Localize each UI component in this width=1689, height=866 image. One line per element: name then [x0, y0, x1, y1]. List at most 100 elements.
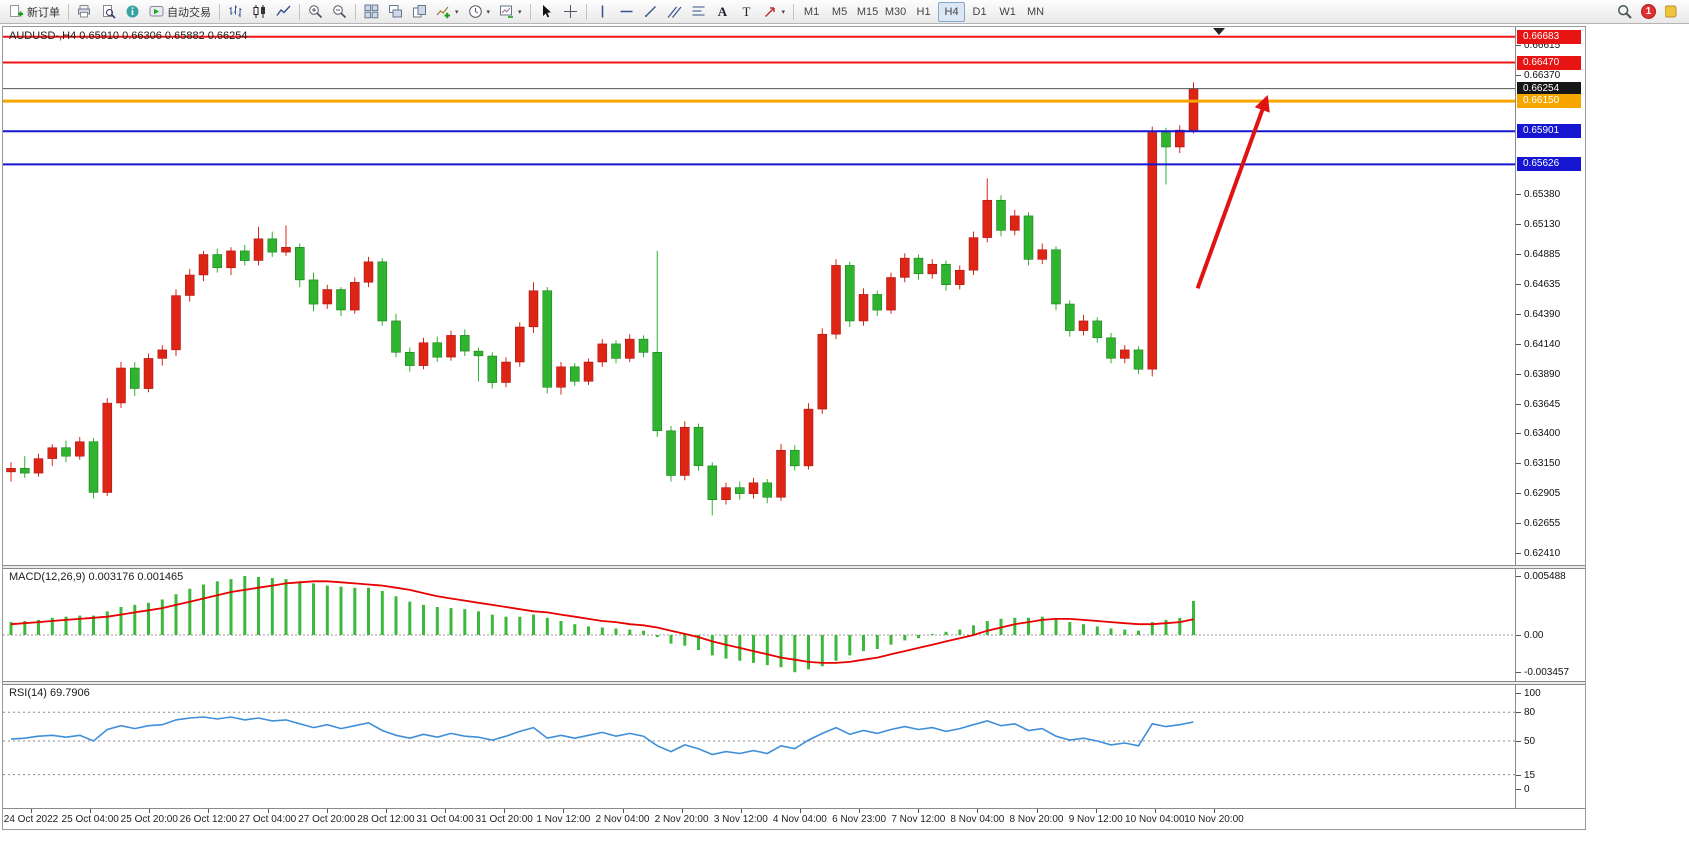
candle — [817, 333, 828, 410]
vline-icon — [595, 4, 610, 19]
macd-histogram-bar — [697, 635, 700, 650]
macd-panel-canvas[interactable] — [3, 569, 1585, 681]
toolbar-separator — [355, 3, 356, 20]
crosshair-icon — [563, 4, 578, 19]
bar-chart-mode-button[interactable] — [224, 2, 247, 22]
print-preview-button[interactable] — [97, 2, 120, 22]
candlestick-mode-button[interactable] — [248, 2, 271, 22]
candle — [1092, 320, 1103, 339]
panel-splitter-macd[interactable] — [3, 565, 1585, 569]
notification-badge[interactable]: 1 — [1641, 4, 1656, 19]
candle — [198, 254, 209, 276]
print-button[interactable] — [73, 2, 96, 22]
new-order-button[interactable]: 新订单 — [5, 2, 64, 22]
draw-trendline-button[interactable] — [639, 2, 662, 22]
timeframe-d1[interactable]: D1 — [972, 5, 987, 18]
time-label: 27 Oct 04:00 — [238, 814, 297, 825]
time-label: 8 Nov 20:00 — [1009, 814, 1064, 825]
macd-histogram-bar — [243, 576, 247, 635]
draw-arrows-button[interactable]: ▾ — [759, 2, 790, 22]
draw-label-button[interactable]: T — [735, 2, 758, 22]
symbol-ohlc-label: AUDUSD-,H4 0.65910 0.66306 0.65882 0.662… — [9, 30, 248, 42]
macd-histogram-bar — [202, 584, 205, 635]
candle — [652, 352, 663, 432]
candle — [597, 343, 608, 363]
rsi-panel-canvas[interactable] — [3, 685, 1585, 808]
draw-channel-button[interactable] — [663, 2, 686, 22]
candle — [611, 343, 621, 359]
macd-histogram-bar — [422, 604, 425, 635]
macd-histogram-bar — [669, 635, 673, 644]
toolbar-separator — [793, 3, 795, 20]
candle — [418, 342, 429, 366]
search-button[interactable] — [1613, 2, 1636, 22]
chevron-down-icon: ▾ — [455, 8, 459, 16]
price-tick-label: 0.62905 — [1516, 488, 1560, 499]
tile-windows-button[interactable] — [360, 2, 383, 22]
arrange-windows-button[interactable] — [384, 2, 407, 22]
draw-fibonacci-button[interactable] — [687, 2, 710, 22]
candle — [391, 320, 401, 353]
candle — [542, 290, 553, 388]
chart-shift-marker-icon[interactable] — [1213, 28, 1225, 35]
candle — [240, 250, 250, 261]
macd-histogram-bar — [724, 635, 728, 659]
timeframe-w1[interactable]: W1 — [999, 5, 1016, 18]
chart-info-button[interactable] — [121, 2, 144, 22]
indicators-list-button[interactable]: ▾ — [432, 2, 463, 22]
timeframe-m15[interactable]: M15 — [856, 5, 879, 18]
periods-button[interactable]: ▾ — [464, 2, 495, 22]
timeframe-m1[interactable]: M1 — [803, 5, 820, 18]
trend-arrow-annotation[interactable] — [1195, 94, 1270, 289]
zoom-in-button[interactable] — [304, 2, 327, 22]
price-scale[interactable]: 0.66615 0.66370 0.65380 0.65130 0.64885 0.646… — [1515, 27, 1585, 808]
draw-text-button[interactable]: A — [711, 2, 734, 22]
time-label: 28 Oct 12:00 — [357, 814, 415, 825]
overflow-button[interactable] — [1661, 2, 1684, 22]
zoom-out-icon — [332, 4, 347, 19]
macd-histogram-bar — [642, 630, 645, 635]
price-tick-label: 0.63890 — [1516, 369, 1560, 380]
candle — [1161, 132, 1171, 148]
price-tick-label: 0.65380 — [1516, 189, 1560, 200]
price-tick-label: 0.66615 — [1516, 40, 1560, 51]
candle — [281, 247, 291, 253]
candle — [405, 352, 415, 366]
macd-histogram-bar — [545, 617, 549, 635]
timeframe-mn[interactable]: MN — [1027, 5, 1045, 18]
timeframe-h1[interactable]: H1 — [916, 5, 931, 18]
price-tick-label: 0.62410 — [1516, 548, 1560, 559]
timeframe-h4[interactable]: H4 — [938, 1, 966, 22]
text-a-icon: A — [715, 4, 730, 19]
trendline-icon — [643, 4, 658, 19]
linechart-icon — [276, 4, 291, 19]
line-chart-mode-button[interactable] — [272, 2, 295, 22]
macd-histogram-bar — [903, 635, 907, 641]
time-tick — [740, 809, 742, 813]
macd-histogram-bar — [188, 588, 192, 635]
toolbar: 新订单 自动交易 ▾ ▾ ▾ A T ▾ M1 M5 M15 M30 H1 H4 D1 W1 MN 1 — [0, 0, 1689, 24]
draw-vertical-line-button[interactable] — [591, 2, 614, 22]
cursor-mode-button[interactable] — [535, 2, 558, 22]
time-label: 26 Oct 12:00 — [179, 814, 238, 825]
timeframe-m5[interactable]: M5 — [831, 5, 848, 18]
macd-histogram-bar — [1082, 624, 1085, 635]
timeframe-m30[interactable]: M30 — [884, 5, 907, 18]
shapes-icon — [763, 4, 778, 19]
price-tick-label: 0.64390 — [1516, 309, 1560, 320]
panel-splitter-rsi[interactable] — [3, 681, 1585, 685]
cascade-windows-button[interactable] — [408, 2, 431, 22]
candle — [748, 482, 759, 494]
main-chart-canvas[interactable] — [3, 27, 1585, 565]
time-label: 1 Nov 12:00 — [536, 814, 591, 825]
auto-trading-button[interactable]: 自动交易 — [145, 2, 215, 22]
zoom-out-button[interactable] — [328, 2, 351, 22]
templates-button[interactable]: ▾ — [495, 2, 526, 22]
price-tick-label: 0.66370 — [1516, 70, 1560, 81]
candle — [1106, 337, 1116, 359]
time-scale[interactable]: 24 Oct 2022 25 Oct 04:00 25 Oct 20:00 26 Oc… — [3, 808, 1585, 829]
draw-horizontal-line-button[interactable] — [615, 2, 638, 22]
rsi-tick-label: 100 — [1516, 688, 1541, 699]
crosshair-mode-button[interactable] — [559, 2, 582, 22]
candle — [570, 366, 580, 382]
